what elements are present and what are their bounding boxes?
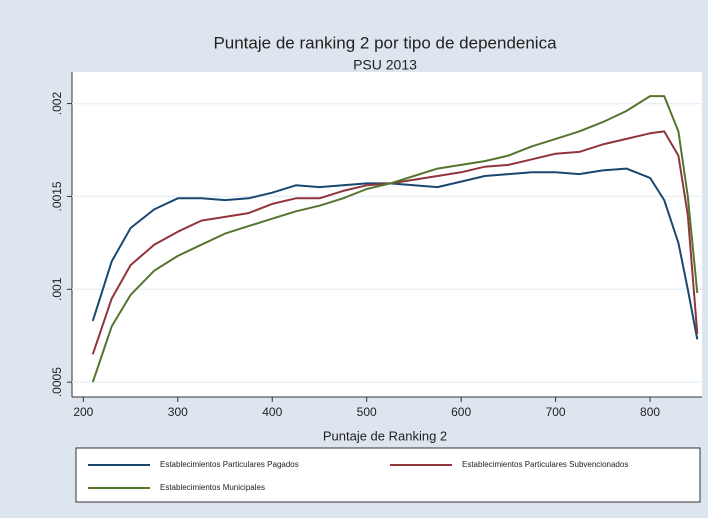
chart-title: Puntaje de ranking 2 por tipo de depende… <box>213 33 557 52</box>
x-tick-label: 200 <box>73 405 93 419</box>
y-tick-label: .0015 <box>50 181 64 211</box>
x-tick-label: 300 <box>168 405 188 419</box>
chart-subtitle: PSU 2013 <box>353 57 417 73</box>
x-axis-label: Puntaje de Ranking 2 <box>323 428 447 443</box>
x-tick-label: 400 <box>262 405 282 419</box>
plot-area <box>72 72 702 397</box>
data-line <box>91 130 699 355</box>
y-tick-label: .0005 <box>50 367 64 397</box>
data-line <box>91 95 699 383</box>
y-tick-label: .002 <box>50 92 64 116</box>
y-tick-label: .001 <box>50 277 64 301</box>
x-tick-label: 600 <box>451 405 471 419</box>
x-tick-label: 800 <box>640 405 660 419</box>
legend-label: Establecimientos Particulares Subvencion… <box>462 460 628 469</box>
legend-label: Establecimientos Particulares Pagados <box>160 460 299 469</box>
x-tick-label: 500 <box>357 405 377 419</box>
legend <box>75 447 701 503</box>
data-line <box>91 167 699 340</box>
x-tick-label: 700 <box>546 405 566 419</box>
legend-label: Establecimientos Municipales <box>160 483 265 492</box>
